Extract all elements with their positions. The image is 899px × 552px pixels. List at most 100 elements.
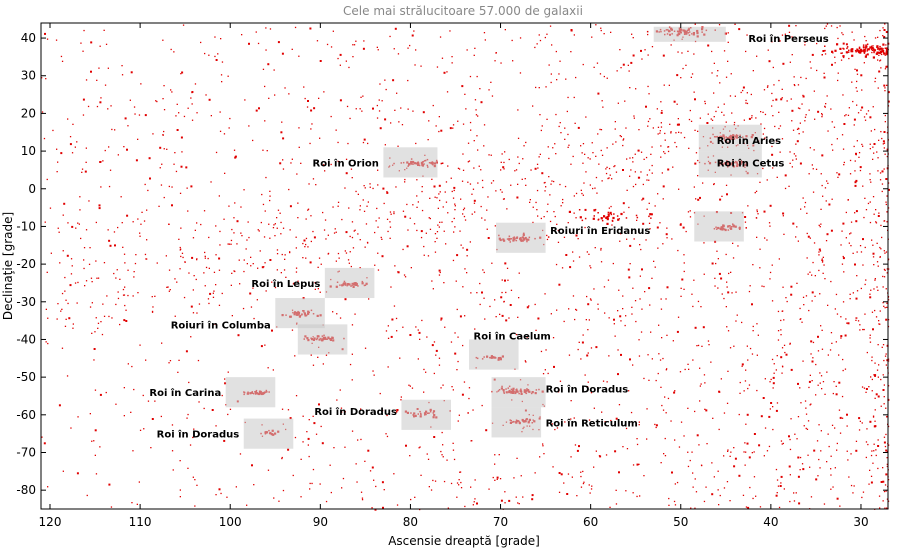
galaxy-point: [309, 488, 311, 490]
galaxy-point: [250, 306, 253, 308]
galaxy-point: [846, 425, 848, 427]
galaxy-point: [882, 275, 884, 278]
galaxy-point: [770, 378, 772, 381]
galaxy-point: [395, 317, 398, 320]
galaxy-point: [699, 400, 701, 402]
galaxy-point: [474, 211, 476, 213]
galaxy-point: [442, 206, 444, 208]
galaxy-point: [643, 377, 645, 380]
galaxy-point: [600, 149, 602, 152]
galaxy-point: [120, 196, 122, 198]
galaxy-point: [687, 407, 689, 409]
galaxy-point: [796, 140, 799, 143]
galaxy-point: [362, 199, 364, 201]
galaxy-point: [855, 210, 858, 213]
galaxy-point: [574, 318, 576, 321]
galaxy-point: [332, 30, 334, 32]
galaxy-point: [352, 247, 355, 249]
galaxy-point: [300, 458, 302, 460]
galaxy-point: [349, 235, 351, 238]
galaxy-point: [591, 36, 593, 38]
galaxy-point: [821, 258, 823, 260]
galaxy-point: [802, 296, 805, 298]
galaxy-point: [43, 137, 46, 140]
galaxy-point: [99, 161, 102, 163]
galaxy-point: [390, 122, 392, 124]
galaxy-point: [827, 354, 829, 356]
galaxy-point: [605, 216, 608, 219]
galaxy-point: [534, 167, 537, 170]
galaxy-point: [291, 158, 293, 160]
galaxy-point: [871, 49, 874, 51]
galaxy-point: [486, 209, 488, 211]
galaxy-point: [699, 385, 701, 387]
galaxy-point: [859, 166, 862, 169]
galaxy-point: [873, 213, 875, 215]
galaxy-point: [178, 112, 180, 114]
galaxy-point: [363, 185, 365, 187]
galaxy-point: [267, 367, 269, 369]
galaxy-point: [806, 428, 809, 430]
galaxy-point: [791, 166, 793, 168]
galaxy-point: [587, 381, 589, 383]
galaxy-point: [777, 310, 780, 313]
galaxy-point: [608, 177, 610, 179]
galaxy-point: [670, 132, 672, 134]
galaxy-point: [870, 45, 873, 48]
galaxy-point: [660, 462, 662, 464]
galaxy-point: [855, 152, 857, 155]
galaxy-point: [879, 507, 881, 509]
galaxy-point: [885, 364, 887, 366]
galaxy-point: [861, 496, 863, 499]
galaxy-point: [764, 427, 767, 429]
galaxy-point: [539, 153, 541, 155]
galaxy-point: [410, 498, 412, 501]
galaxy-point: [503, 301, 505, 303]
galaxy-point: [874, 80, 876, 83]
galaxy-point: [183, 296, 186, 299]
galaxy-point: [503, 161, 505, 164]
galaxy-point: [88, 200, 90, 202]
galaxy-point: [56, 148, 58, 150]
galaxy-point: [336, 313, 338, 315]
galaxy-point: [41, 77, 43, 79]
galaxy-point: [365, 223, 368, 225]
galaxy-point: [323, 91, 325, 93]
galaxy-point: [227, 413, 229, 416]
galaxy-point: [818, 458, 820, 461]
galaxy-point: [90, 41, 93, 44]
galaxy-point: [377, 269, 380, 271]
galaxy-point: [869, 420, 872, 423]
galaxy-point: [624, 100, 626, 102]
galaxy-point: [682, 226, 685, 229]
galaxy-point: [781, 372, 783, 374]
galaxy-point: [809, 404, 811, 406]
galaxy-point: [529, 199, 531, 201]
galaxy-point: [700, 383, 702, 385]
galaxy-point: [470, 129, 472, 131]
galaxy-point: [582, 143, 585, 145]
galaxy-point: [559, 183, 561, 186]
galaxy-point: [185, 166, 188, 169]
galaxy-point: [886, 306, 888, 308]
galaxy-point: [330, 491, 332, 494]
galaxy-point: [629, 87, 631, 89]
galaxy-point: [632, 464, 635, 466]
galaxy-point: [398, 121, 400, 123]
galaxy-point: [300, 162, 302, 164]
galaxy-point: [828, 445, 830, 448]
galaxy-point: [768, 445, 771, 448]
galaxy-point: [869, 296, 872, 299]
galaxy-point: [667, 397, 670, 400]
galaxy-point: [574, 444, 577, 446]
galaxy-point: [806, 212, 808, 214]
galaxy-point: [855, 297, 858, 300]
galaxy-point: [707, 113, 709, 115]
galaxy-point: [133, 276, 135, 278]
galaxy-point: [798, 502, 801, 505]
galaxy-point: [228, 127, 230, 129]
galaxy-point: [888, 268, 890, 270]
galaxy-point: [882, 140, 885, 143]
galaxy-point: [676, 330, 679, 333]
galaxy-point: [402, 326, 404, 328]
